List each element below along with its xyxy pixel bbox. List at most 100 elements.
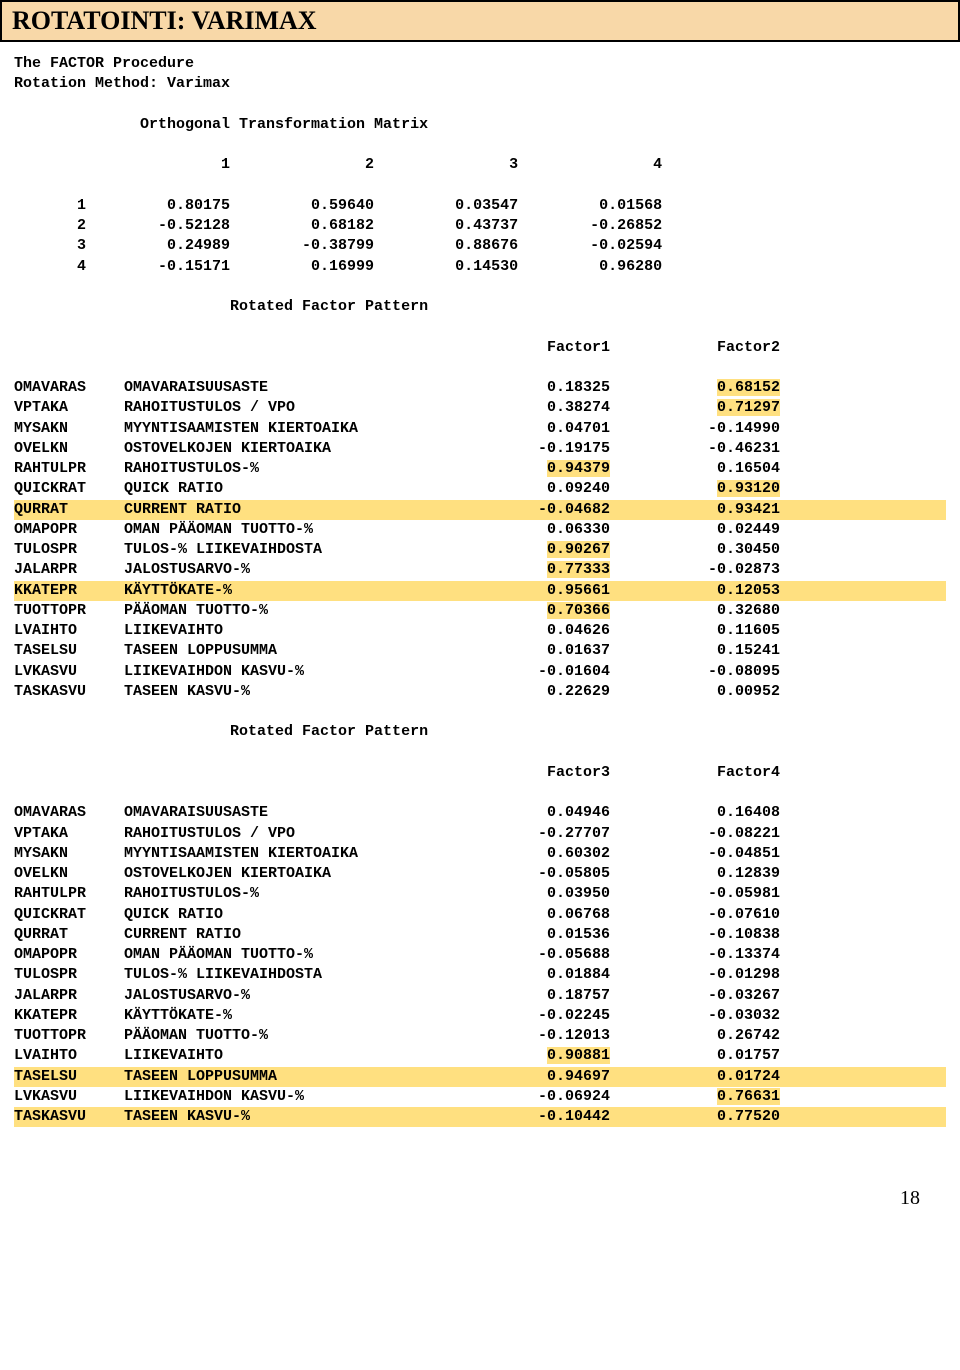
table-row: MYSAKNMYYNTISAAMISTEN KIERTOAIKA0.60302-… — [14, 844, 946, 864]
row-factor-a: 0.60302 — [440, 844, 610, 864]
row-factor-a: 0.06330 — [440, 520, 610, 540]
table-row: TUOTTOPRPÄÄOMAN TUOTTO-%0.703660.32680 — [14, 601, 946, 621]
table-row: TUOTTOPRPÄÄOMAN TUOTTO-%-0.120130.26742 — [14, 1026, 946, 1046]
row-factor-b: 0.77520 — [610, 1107, 780, 1127]
row-factor-b: 0.01724 — [610, 1067, 780, 1087]
row-code: LVAIHTO — [14, 621, 124, 641]
row-factor-b: 0.16408 — [610, 803, 780, 823]
row-factor-b: -0.01298 — [610, 965, 780, 985]
row-code: OMAVARAS — [14, 803, 124, 823]
table-row: KKATEPRKÄYTTÖKATE-%0.956610.12053 — [14, 581, 946, 601]
table-row: QUICKRATQUICK RATIO0.06768-0.07610 — [14, 905, 946, 925]
row-factor-a: -0.01604 — [440, 662, 610, 682]
table2-body: OMAVARASOMAVARAISUUSASTE0.049460.16408VP… — [14, 803, 946, 1127]
table-row: OMAPOPROMAN PÄÄOMAN TUOTTO-%-0.05688-0.1… — [14, 945, 946, 965]
row-factor-b: -0.05981 — [610, 884, 780, 904]
row-desc: QUICK RATIO — [124, 905, 440, 925]
row-code: VPTAKA — [14, 824, 124, 844]
row-desc: LIIKEVAIHDON KASVU-% — [124, 662, 440, 682]
row-factor-b: 0.68152 — [610, 378, 780, 398]
row-desc: LIIKEVAIHTO — [124, 621, 440, 641]
row-factor-a: -0.06924 — [440, 1087, 610, 1107]
row-factor-a: 0.01637 — [440, 641, 610, 661]
table-row: RAHTULPRRAHOITUSTULOS-%0.03950-0.05981 — [14, 884, 946, 904]
table-row: OMAVARASOMAVARAISUUSASTE0.183250.68152 — [14, 378, 946, 398]
table-row: QUICKRATQUICK RATIO0.092400.93120 — [14, 479, 946, 499]
row-desc: LIIKEVAIHDON KASVU-% — [124, 1087, 440, 1107]
intro-line-2: Rotation Method: Varimax — [14, 74, 946, 94]
row-factor-b: 0.71297 — [610, 398, 780, 418]
table-row: VPTAKARAHOITUSTULOS / VPO0.382740.71297 — [14, 398, 946, 418]
row-desc: OMAN PÄÄOMAN TUOTTO-% — [124, 945, 440, 965]
row-factor-b: -0.08095 — [610, 662, 780, 682]
row-factor-b: 0.11605 — [610, 621, 780, 641]
row-factor-a: 0.04946 — [440, 803, 610, 823]
row-desc: LIIKEVAIHTO — [124, 1046, 440, 1066]
row-desc: QUICK RATIO — [124, 479, 440, 499]
row-factor-b: 0.30450 — [610, 540, 780, 560]
blank — [14, 763, 124, 783]
row-code: LVKASVU — [14, 662, 124, 682]
row-code: LVKASVU — [14, 1087, 124, 1107]
row-code: JALARPR — [14, 560, 124, 580]
row-factor-a: -0.05688 — [440, 945, 610, 965]
rotated-pattern-title-1: Rotated Factor Pattern — [14, 297, 946, 317]
row-factor-b: -0.03032 — [610, 1006, 780, 1026]
row-code: QUICKRAT — [14, 905, 124, 925]
row-code: QUICKRAT — [14, 479, 124, 499]
row-code: TASKASVU — [14, 682, 124, 702]
blank — [14, 743, 946, 763]
table2-header-f1: Factor3 — [440, 763, 610, 783]
row-desc: CURRENT RATIO — [124, 925, 440, 945]
row-factor-b: -0.02873 — [610, 560, 780, 580]
row-desc: TULOS-% LIIKEVAIHDOSTA — [124, 965, 440, 985]
row-desc: RAHOITUSTULOS-% — [124, 884, 440, 904]
row-factor-a: 0.90267 — [440, 540, 610, 560]
table1-header: Factor1 Factor2 — [14, 338, 946, 358]
table-row: OMAVARASOMAVARAISUUSASTE0.049460.16408 — [14, 803, 946, 823]
row-factor-a: 0.01536 — [440, 925, 610, 945]
row-factor-a: 0.94379 — [440, 459, 610, 479]
row-factor-a: -0.19175 — [440, 439, 610, 459]
row-code: JALARPR — [14, 986, 124, 1006]
table1-header-f1: Factor1 — [440, 338, 610, 358]
row-code: KKATEPR — [14, 1006, 124, 1026]
row-code: TUOTTOPR — [14, 1026, 124, 1046]
row-code: TULOSPR — [14, 965, 124, 985]
blank — [14, 277, 946, 297]
row-desc: TASEEN KASVU-% — [124, 1107, 440, 1127]
table1-body: OMAVARASOMAVARAISUUSASTE0.183250.68152VP… — [14, 378, 946, 702]
row-code: TULOSPR — [14, 540, 124, 560]
row-desc: RAHOITUSTULOS / VPO — [124, 824, 440, 844]
row-factor-a: 0.95661 — [440, 581, 610, 601]
table2-header: Factor3 Factor4 — [14, 763, 946, 783]
row-factor-a: 0.01884 — [440, 965, 610, 985]
table-row: JALARPRJALOSTUSARVO-%0.18757-0.03267 — [14, 986, 946, 1006]
row-factor-b: 0.16504 — [610, 459, 780, 479]
table-row: OMAPOPROMAN PÄÄOMAN TUOTTO-%0.063300.024… — [14, 520, 946, 540]
row-factor-a: -0.10442 — [440, 1107, 610, 1127]
table-row: OVELKNOSTOVELKOJEN KIERTOAIKA-0.058050.1… — [14, 864, 946, 884]
row-factor-b: -0.13374 — [610, 945, 780, 965]
row-factor-a: -0.12013 — [440, 1026, 610, 1046]
row-desc: MYYNTISAAMISTEN KIERTOAIKA — [124, 844, 440, 864]
row-factor-a: -0.02245 — [440, 1006, 610, 1026]
content-area: The FACTOR Procedure Rotation Method: Va… — [0, 48, 960, 1167]
table-row: LVKASVULIIKEVAIHDON KASVU-%-0.069240.766… — [14, 1087, 946, 1107]
row-factor-b: -0.03267 — [610, 986, 780, 1006]
row-desc: OMAVARAISUUSASTE — [124, 378, 440, 398]
table-row: TASKASVUTASEEN KASVU-%0.226290.00952 — [14, 682, 946, 702]
row-factor-b: 0.00952 — [610, 682, 780, 702]
row-code: OMAPOPR — [14, 520, 124, 540]
row-factor-b: 0.15241 — [610, 641, 780, 661]
row-factor-a: 0.70366 — [440, 601, 610, 621]
row-factor-b: 0.93421 — [610, 500, 780, 520]
page-number: 18 — [0, 1167, 960, 1230]
row-desc: JALOSTUSARVO-% — [124, 986, 440, 1006]
row-factor-b: -0.46231 — [610, 439, 780, 459]
table-row: LVKASVULIIKEVAIHDON KASVU-%-0.01604-0.08… — [14, 662, 946, 682]
row-desc: TASEEN KASVU-% — [124, 682, 440, 702]
row-code: OVELKN — [14, 439, 124, 459]
title-box: ROTATOINTI: VARIMAX — [0, 0, 960, 42]
row-desc: JALOSTUSARVO-% — [124, 560, 440, 580]
